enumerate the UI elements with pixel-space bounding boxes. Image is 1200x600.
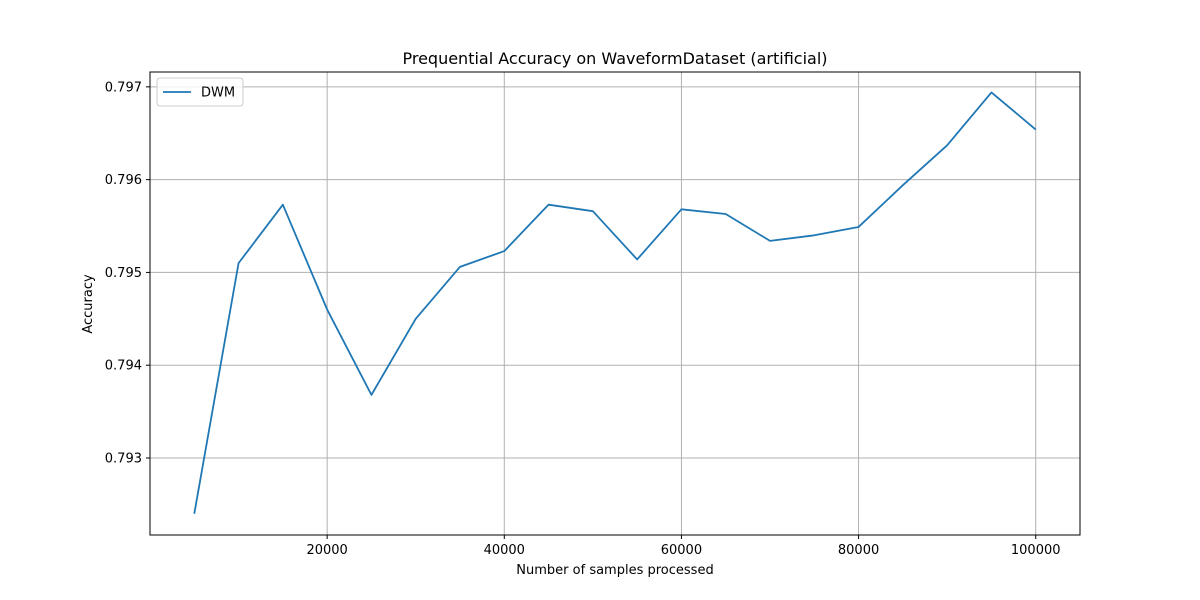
y-axis-label: Accuracy [81, 274, 96, 334]
x-axis: 20000 40000 60000 80000 100000 [306, 535, 1061, 558]
x-axis-label: Number of samples processed [516, 563, 713, 578]
y-axis: 0.793 0.794 0.795 0.796 0.797 [105, 80, 150, 466]
y-tick-label: 0.795 [105, 266, 142, 281]
y-tick-label: 0.793 [105, 451, 142, 466]
legend: DWM [156, 77, 244, 107]
series-layer [193, 91, 1037, 514]
grid [150, 72, 1080, 535]
y-tick-label: 0.794 [105, 359, 142, 374]
y-tick-label: 0.797 [105, 80, 142, 95]
x-tick-label: 100000 [1011, 543, 1061, 558]
legend-label: DWM [201, 86, 235, 101]
plot-frame [149, 71, 1081, 536]
series-line-dwm [193, 91, 1037, 514]
x-tick-label: 60000 [661, 543, 702, 558]
chart-title: Prequential Accuracy on WaveformDataset … [402, 49, 827, 68]
x-tick-label: 80000 [838, 543, 879, 558]
x-tick-label: 40000 [484, 543, 525, 558]
legend-box [156, 77, 244, 107]
x-tick-label: 20000 [306, 543, 347, 558]
y-tick-label: 0.796 [105, 173, 142, 188]
